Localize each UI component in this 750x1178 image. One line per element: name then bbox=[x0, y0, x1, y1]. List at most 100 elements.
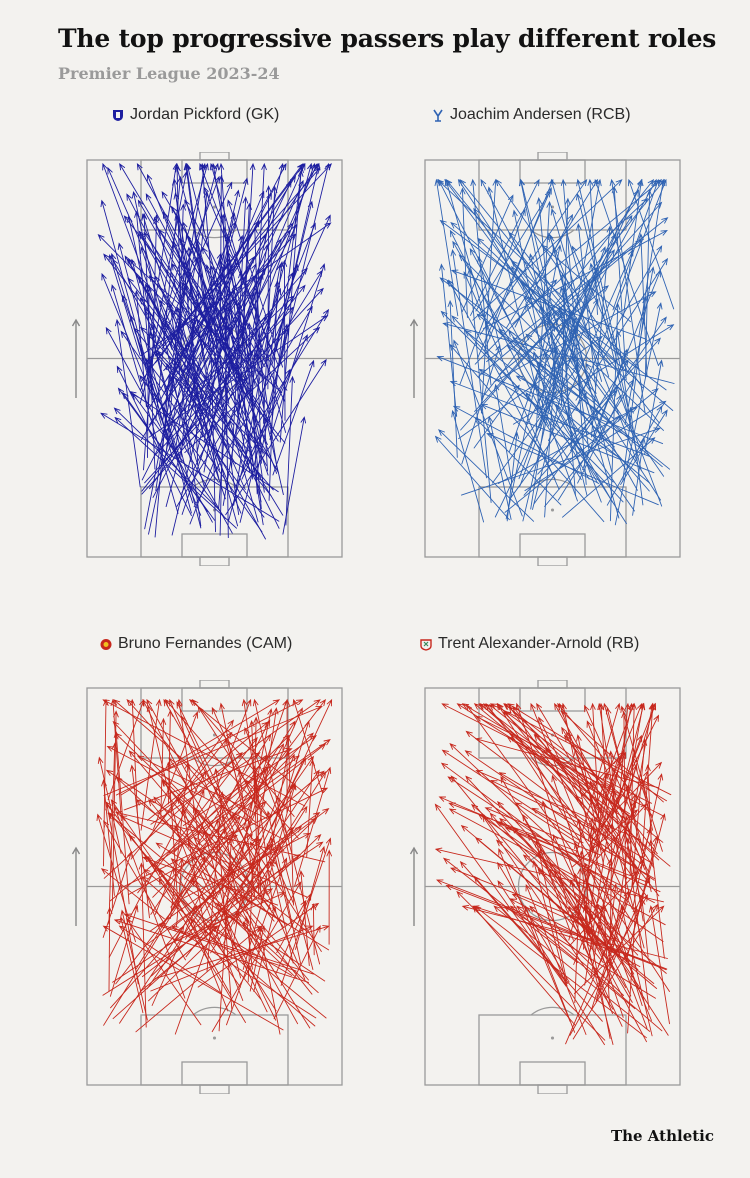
pass-arrow bbox=[644, 189, 653, 378]
pass-arrow bbox=[103, 705, 323, 796]
pass-arrow bbox=[465, 704, 581, 862]
pass-arrow bbox=[185, 162, 236, 352]
pass-arrows bbox=[434, 702, 672, 1046]
pass-arrow bbox=[127, 277, 271, 459]
pass-arrow bbox=[535, 200, 553, 439]
pass-arrow bbox=[294, 766, 332, 887]
goal-bottom bbox=[199, 1084, 230, 1094]
pass-arrow bbox=[280, 837, 332, 986]
pass-arrow bbox=[539, 847, 574, 941]
penalty-spot-bottom bbox=[550, 1036, 555, 1040]
pass-arrow bbox=[475, 715, 652, 804]
pass-arrow bbox=[447, 776, 624, 892]
pass-arrow bbox=[627, 178, 675, 310]
pass-arrow bbox=[221, 814, 268, 896]
pass-arrow bbox=[260, 162, 313, 354]
pass-arrow bbox=[146, 721, 269, 821]
pass-arrow bbox=[253, 906, 277, 992]
pass-arrow bbox=[148, 833, 322, 1002]
pass-arrow bbox=[110, 252, 172, 447]
pass-arrow bbox=[106, 906, 113, 992]
six-yard-box-top bbox=[519, 687, 586, 712]
pass-arrow bbox=[514, 213, 574, 328]
goal-top bbox=[199, 680, 230, 689]
pass-arrow bbox=[473, 875, 603, 1022]
pass-arrow bbox=[184, 162, 212, 353]
pass-arrow bbox=[450, 248, 487, 479]
pass-arrow bbox=[137, 736, 258, 894]
goal-bottom bbox=[537, 1084, 568, 1094]
pass-arrow bbox=[479, 178, 588, 336]
pass-arrow bbox=[461, 344, 501, 465]
pass-arrow bbox=[250, 707, 279, 883]
pass-arrow bbox=[619, 702, 631, 792]
pass-arrow bbox=[179, 237, 272, 413]
pass-arrow bbox=[282, 416, 307, 535]
six-yard-box-bottom bbox=[181, 533, 248, 558]
pass-arrow bbox=[128, 834, 262, 1000]
pass-arrow bbox=[176, 857, 185, 927]
panel-title-fernandes: Bruno Fernandes (CAM) bbox=[100, 632, 292, 656]
man-utd-crest-icon bbox=[100, 638, 112, 650]
pass-arrow bbox=[100, 868, 165, 920]
panel-title-andersen: Joachim Andersen (RCB) bbox=[432, 103, 631, 127]
pass-arrow bbox=[474, 905, 647, 1039]
pass-arrow bbox=[449, 743, 579, 864]
pass-arrow bbox=[544, 214, 633, 356]
pass-arrow bbox=[147, 304, 212, 411]
pass-arrow bbox=[191, 699, 295, 817]
pass-arrow bbox=[103, 253, 224, 408]
pass-arrow bbox=[158, 867, 232, 996]
pass-arrow bbox=[282, 720, 310, 808]
pass-arrow bbox=[584, 704, 635, 818]
pass-arrow bbox=[102, 699, 306, 807]
attack-direction-arrow bbox=[71, 846, 81, 926]
pass-arrow bbox=[525, 883, 587, 1035]
pass-arrow bbox=[511, 893, 619, 942]
pass-arrow bbox=[201, 292, 226, 412]
pass-arrow bbox=[512, 324, 675, 425]
six-yard-box-bottom bbox=[519, 1061, 586, 1086]
pass-arrow bbox=[170, 761, 191, 919]
pass-arrow bbox=[129, 698, 139, 825]
pass-arrow bbox=[450, 269, 647, 340]
pass-arrow bbox=[295, 845, 326, 950]
pass-arrow bbox=[450, 221, 674, 411]
six-yard-box-bottom bbox=[519, 533, 586, 558]
pass-arrow bbox=[153, 711, 199, 830]
pass-arrow bbox=[245, 779, 299, 839]
pass-arrow bbox=[554, 702, 650, 873]
pass-arrow bbox=[451, 315, 624, 503]
pass-arrow bbox=[493, 383, 513, 483]
pass-arrow bbox=[126, 193, 267, 466]
pass-arrow bbox=[115, 318, 141, 488]
pass-arrow bbox=[265, 214, 331, 359]
pass-arrow bbox=[504, 388, 659, 513]
pass-arrow bbox=[107, 166, 189, 352]
pass-arrow bbox=[434, 178, 459, 317]
pass-arrow bbox=[268, 260, 285, 371]
pass-arrow bbox=[497, 861, 570, 983]
pass-arrow bbox=[146, 698, 198, 793]
pass-arrow bbox=[148, 799, 250, 925]
pass-arrow bbox=[218, 707, 303, 896]
pass-arrow bbox=[242, 782, 297, 970]
pass-arrow bbox=[589, 262, 642, 472]
pass-arrow bbox=[273, 925, 321, 1020]
pass-arrow bbox=[600, 245, 663, 356]
pass-arrow bbox=[573, 905, 665, 995]
pass-arrow bbox=[107, 812, 241, 924]
pass-arrow bbox=[119, 925, 185, 1024]
penalty-box-bottom bbox=[478, 1014, 627, 1086]
pass-arrow bbox=[498, 328, 663, 468]
pass-arrow bbox=[575, 192, 631, 418]
pass-arrow bbox=[197, 705, 269, 818]
pass-arrow bbox=[548, 232, 638, 461]
pass-arrow bbox=[525, 302, 602, 503]
panel-title-text: Joachim Andersen (RCB) bbox=[450, 106, 631, 123]
pass-arrow bbox=[100, 412, 280, 522]
pass-arrow bbox=[464, 750, 655, 881]
pass-arrow bbox=[155, 175, 183, 421]
brand-logo: The Athletic bbox=[610, 1127, 714, 1145]
pass-arrow bbox=[484, 807, 601, 856]
